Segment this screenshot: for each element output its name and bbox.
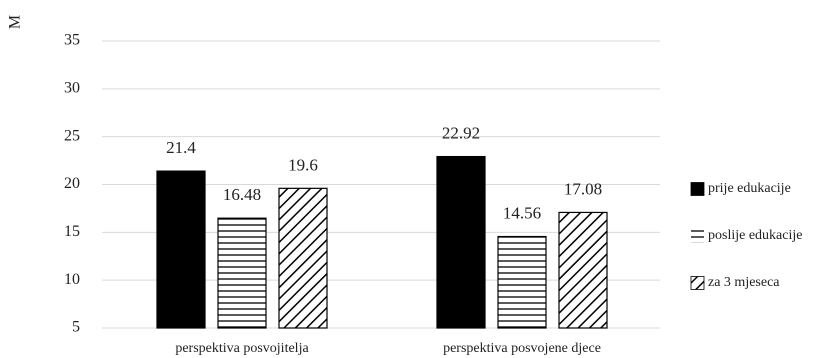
category-label: perspektiva posvojitelja — [175, 341, 309, 356]
bar — [497, 235, 547, 329]
bar — [558, 211, 608, 329]
y-axis-label: M — [7, 15, 24, 29]
y-tick-label: 35 — [64, 32, 80, 49]
bar — [278, 187, 328, 329]
data-label: 21.4 — [166, 138, 196, 157]
data-label: 17.08 — [564, 179, 602, 198]
category-label: perspektiva posvojene djece — [443, 341, 601, 356]
legend-label: prije edukacije — [708, 181, 791, 196]
data-label: 22.92 — [442, 124, 480, 143]
legend-swatch — [690, 182, 705, 196]
legend-label: za 3 mjeseca — [708, 275, 780, 290]
legend-label: poslije edukacije — [708, 228, 802, 243]
data-label: 19.6 — [288, 155, 318, 174]
y-tick-label: 20 — [64, 175, 80, 192]
y-tick-label: 25 — [64, 127, 80, 144]
bar — [436, 155, 486, 329]
data-label: 14.56 — [503, 204, 541, 223]
y-tick-label: 30 — [64, 80, 80, 97]
y-tick-label: 5 — [72, 319, 80, 336]
y-tick-label: 10 — [64, 271, 80, 288]
bar — [217, 217, 267, 329]
bar — [156, 170, 206, 329]
data-label: 16.48 — [223, 185, 261, 204]
y-tick-label: 15 — [64, 223, 80, 240]
legend-swatch — [690, 276, 705, 290]
legend-swatch — [691, 229, 704, 243]
